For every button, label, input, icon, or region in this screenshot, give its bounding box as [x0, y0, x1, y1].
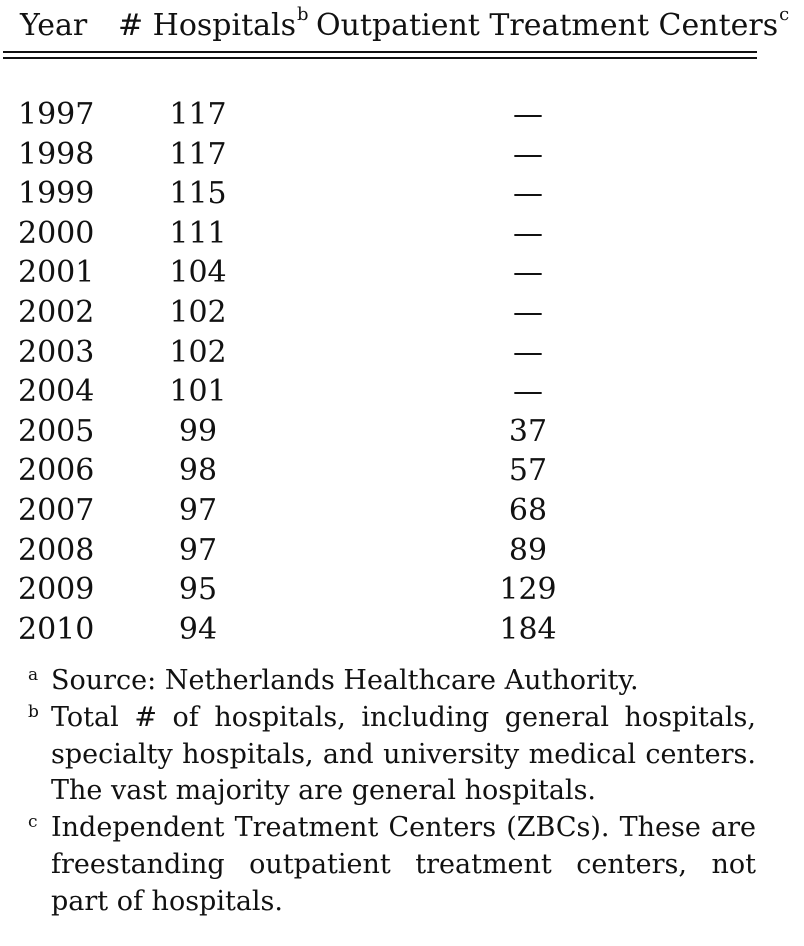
- table-row: 2004 101 —: [0, 372, 804, 412]
- hospitals-cell: 97: [178, 492, 218, 528]
- footnote-mark-b: b: [297, 4, 309, 25]
- header-year: Year: [20, 8, 87, 43]
- table-row: 2009 95 129: [0, 570, 804, 610]
- year-cell: 1999: [18, 176, 95, 212]
- table-row: 2008 97 89: [0, 531, 804, 571]
- centers-cell: —: [513, 215, 543, 251]
- centers-cell: 184: [499, 611, 557, 647]
- centers-cell: —: [513, 255, 543, 291]
- table-row: 2005 99 37: [0, 412, 804, 452]
- hospitals-cell: 104: [169, 255, 227, 291]
- hospitals-cell: 98: [178, 453, 218, 489]
- table-row: 1997 117 —: [0, 95, 804, 135]
- table-body: 1997 117 — 1998 117 — 1999 115 — 2000 111 — 2001 104 —…: [0, 95, 804, 649]
- year-cell: 2002: [18, 294, 95, 330]
- hospitals-cell: 102: [169, 334, 227, 370]
- centers-cell: —: [513, 294, 543, 330]
- hospitals-cell: 99: [178, 413, 218, 449]
- year-cell: 2001: [18, 255, 95, 291]
- table-row: 2000 111 —: [0, 214, 804, 254]
- year-cell: 2007: [18, 492, 95, 528]
- header-rule-bottom: [3, 57, 757, 59]
- year-cell: 2006: [18, 453, 95, 489]
- footnote-mark: b: [28, 701, 39, 722]
- hospitals-cell: 97: [178, 532, 218, 568]
- table-row: 2010 94 184: [0, 610, 804, 650]
- hospitals-cell: 117: [169, 136, 227, 172]
- footnote-text: Source: Netherlands Healthcare Authority…: [51, 665, 639, 696]
- centers-cell: 57: [508, 453, 548, 489]
- year-cell: 2004: [18, 374, 95, 410]
- centers-cell: —: [513, 136, 543, 172]
- hospitals-cell: 95: [178, 572, 218, 608]
- year-cell: 2010: [18, 611, 95, 647]
- year-cell: 2009: [18, 572, 95, 608]
- table-row: 1998 117 —: [0, 135, 804, 175]
- footnote: b Total # of hospitals, including general…: [0, 700, 756, 810]
- hospitals-cell: 102: [169, 294, 227, 330]
- footnote-text: Independent Treatment Centers (ZBCs). Th…: [51, 812, 756, 917]
- table-row: 2007 97 68: [0, 491, 804, 531]
- centers-cell: —: [513, 334, 543, 370]
- table-row: 2003 102 —: [0, 333, 804, 373]
- year-cell: 2003: [18, 334, 95, 370]
- centers-cell: —: [513, 176, 543, 212]
- table-row: 2001 104 —: [0, 253, 804, 293]
- footnote-mark: c: [28, 812, 38, 833]
- hospitals-cell: 101: [169, 374, 227, 410]
- header-outpatient: Outpatient Treatment Centersc: [316, 4, 789, 43]
- header-hospitals-label: # Hospitals: [118, 8, 297, 43]
- hospitals-cell: 111: [169, 215, 227, 251]
- hospitals-cell: 115: [169, 176, 227, 212]
- centers-cell: —: [513, 97, 543, 132]
- hospitals-cell: 94: [178, 611, 218, 647]
- hospitals-cell: 117: [169, 97, 227, 132]
- table-row: 1999 115 —: [0, 174, 804, 214]
- footnotes: a Source: Netherlands Healthcare Authorit…: [0, 663, 804, 921]
- footnote: a Source: Netherlands Healthcare Authorit…: [0, 663, 756, 700]
- year-cell: 1998: [18, 136, 95, 172]
- footnote-mark: a: [28, 665, 39, 685]
- centers-cell: —: [513, 374, 543, 410]
- year-cell: 2008: [18, 532, 95, 568]
- header-rule-top: [3, 51, 757, 53]
- table-row: 2006 98 57: [0, 451, 804, 491]
- footnote-mark-c: c: [779, 4, 790, 25]
- year-cell: 1997: [18, 97, 95, 132]
- year-cell: 2000: [18, 215, 95, 251]
- header-year-label: Year: [20, 8, 88, 43]
- centers-cell: 129: [499, 572, 557, 608]
- centers-cell: 89: [508, 532, 548, 568]
- footnote: c Independent Treatment Centers (ZBCs). T…: [0, 810, 756, 920]
- centers-cell: 37: [508, 413, 548, 449]
- footnote-text: Total # of hospitals, including general …: [51, 701, 756, 807]
- header-outpatient-label: Outpatient Treatment Centers: [316, 8, 779, 43]
- year-cell: 2005: [18, 413, 95, 449]
- table-row: 2002 102 —: [0, 293, 804, 333]
- header-hospitals: # Hospitalsb: [118, 4, 309, 43]
- centers-cell: 68: [508, 492, 548, 528]
